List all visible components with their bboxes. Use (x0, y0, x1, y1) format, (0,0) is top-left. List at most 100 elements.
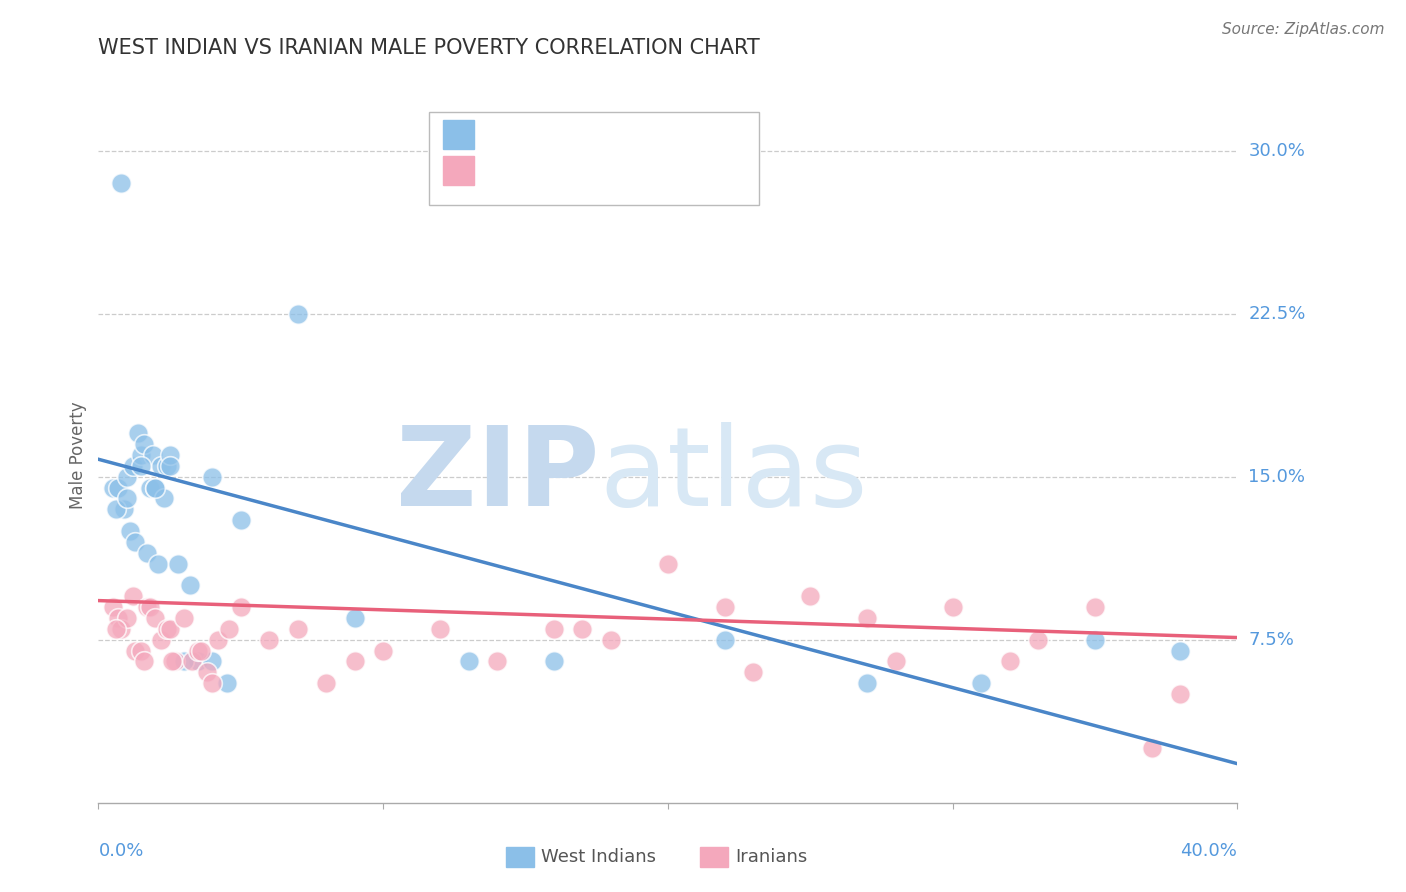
Point (429, 622, 451, 636)
Text: 40.0%: 40.0% (1181, 842, 1237, 860)
Point (107, 481, 129, 495)
Point (148, 557, 170, 571)
Point (942, 600, 965, 615)
Point (101, 600, 124, 615)
Point (998, 655, 1021, 669)
Point (195, 665, 218, 680)
Point (543, 622, 565, 636)
Point (118, 524, 141, 538)
Point (115, 611, 138, 625)
Point (159, 622, 181, 636)
Point (799, 589, 821, 603)
Point (129, 458, 152, 473)
Point (135, 600, 157, 615)
Point (121, 589, 143, 603)
Text: Source: ZipAtlas.com: Source: ZipAtlas.com (1222, 22, 1385, 37)
Text: 30.0%: 30.0% (1249, 142, 1305, 160)
Point (104, 502, 127, 516)
Text: R = -0.087: R = -0.087 (488, 163, 585, 181)
Text: R =  -0.315: R = -0.315 (488, 128, 591, 145)
Point (287, 622, 309, 636)
Point (884, 655, 907, 669)
Text: 0.0%: 0.0% (98, 842, 143, 860)
Point (179, 578, 201, 592)
Point (742, 665, 765, 680)
Point (543, 655, 565, 669)
Point (259, 632, 281, 647)
Text: N = 48: N = 48 (658, 163, 721, 181)
Point (187, 643, 209, 657)
Point (153, 491, 176, 506)
Point (167, 557, 190, 571)
Point (201, 655, 224, 669)
Point (101, 481, 124, 495)
Point (145, 481, 167, 495)
Point (714, 632, 737, 647)
Point (156, 622, 179, 636)
Point (201, 676, 224, 690)
Point (856, 611, 879, 625)
Point (138, 481, 160, 495)
Point (150, 632, 173, 647)
Point (229, 513, 252, 527)
Point (129, 643, 152, 657)
Point (187, 655, 209, 669)
Point (215, 676, 238, 690)
Point (110, 176, 132, 190)
Text: WEST INDIAN VS IRANIAN MALE POVERTY CORRELATION CHART: WEST INDIAN VS IRANIAN MALE POVERTY CORR… (98, 38, 761, 58)
Point (110, 622, 132, 636)
Point (135, 546, 157, 560)
Point (373, 643, 395, 657)
Point (343, 611, 366, 625)
Point (1084, 632, 1107, 647)
Point (145, 611, 167, 625)
Point (156, 458, 179, 473)
Text: ZIP: ZIP (396, 422, 599, 529)
Point (138, 600, 160, 615)
Point (1170, 643, 1192, 657)
Point (571, 622, 593, 636)
Point (714, 600, 737, 615)
Point (165, 655, 187, 669)
Point (150, 458, 173, 473)
Point (486, 655, 509, 669)
Point (181, 655, 204, 669)
Text: 7.5%: 7.5% (1249, 631, 1295, 648)
Point (229, 600, 252, 615)
Point (207, 632, 229, 647)
Text: atlas: atlas (599, 422, 868, 529)
Point (1140, 741, 1163, 756)
Point (159, 458, 181, 473)
Point (657, 557, 679, 571)
Text: N = 42: N = 42 (658, 128, 721, 145)
Y-axis label: Male Poverty: Male Poverty (69, 401, 87, 508)
Point (124, 534, 146, 549)
Point (162, 655, 184, 669)
Point (457, 655, 479, 669)
Point (115, 469, 138, 483)
Text: West Indians: West Indians (541, 848, 657, 866)
Point (201, 469, 224, 483)
Point (124, 643, 146, 657)
Point (343, 655, 366, 669)
Point (1026, 632, 1049, 647)
Point (129, 448, 152, 462)
Point (107, 611, 129, 625)
Point (1170, 687, 1192, 701)
Point (315, 676, 337, 690)
Text: 22.5%: 22.5% (1249, 304, 1306, 323)
Point (218, 622, 240, 636)
Point (190, 643, 212, 657)
Point (115, 491, 138, 506)
Point (121, 458, 143, 473)
Point (600, 632, 623, 647)
Point (1084, 600, 1107, 615)
Point (127, 426, 149, 441)
Point (287, 307, 309, 321)
Point (104, 622, 127, 636)
Point (173, 655, 195, 669)
Point (141, 448, 163, 462)
Point (145, 481, 167, 495)
Point (159, 448, 181, 462)
Point (112, 502, 135, 516)
